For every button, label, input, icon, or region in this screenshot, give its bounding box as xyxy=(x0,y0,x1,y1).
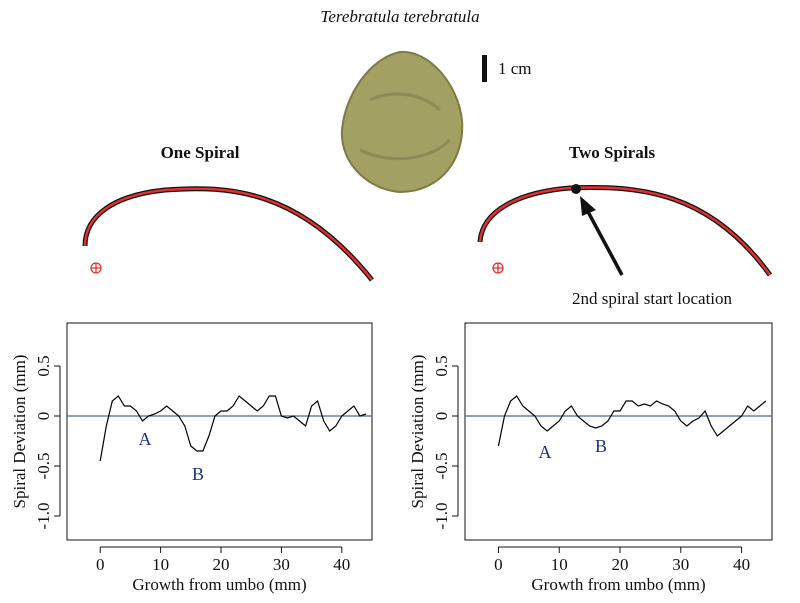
x-tick-label: 30 xyxy=(273,555,290,574)
annotation-label: B xyxy=(192,464,204,484)
spiral-left xyxy=(82,186,374,282)
scale-bar xyxy=(482,55,487,82)
y-tick-label: 0.5 xyxy=(34,355,53,376)
annotation: 2nd spiral start location xyxy=(572,289,733,308)
data-line xyxy=(99,395,367,462)
data-line xyxy=(497,395,767,447)
x-tick-label: 20 xyxy=(213,555,230,574)
y-axis-label: Spiral Deviation (mm) xyxy=(408,355,427,509)
y-tick-label: -0.5 xyxy=(34,453,53,480)
figure-title: Terebratula terebratula xyxy=(320,7,479,26)
spiral-right xyxy=(477,184,773,277)
x-tick-label: 0 xyxy=(96,555,105,574)
plot-frame xyxy=(66,322,373,541)
annotation-label: A xyxy=(139,429,152,449)
fossil xyxy=(340,50,464,194)
annotation-label: B xyxy=(595,436,607,456)
scale-label: 1 cm xyxy=(498,59,532,78)
chart-title: One Spiral xyxy=(161,143,240,162)
fossil-texture xyxy=(359,92,452,161)
x-tick-label: 40 xyxy=(333,555,350,574)
plot-frame xyxy=(464,322,773,541)
y-tick-label: -0.5 xyxy=(432,453,451,480)
y-tick-label: -1.0 xyxy=(432,503,451,530)
x-tick-label: 40 xyxy=(733,555,750,574)
y-axis-label: Spiral Deviation (mm) xyxy=(10,355,29,509)
y-tick-label: 0 xyxy=(34,412,53,421)
x-tick-label: 10 xyxy=(152,555,169,574)
x-axis-label: Growth from umbo (mm) xyxy=(531,575,705,594)
x-tick-label: 20 xyxy=(612,555,629,574)
y-tick-label: 0 xyxy=(432,412,451,421)
y-tick-label: 0.5 xyxy=(432,355,451,376)
y-tick-label: -1.0 xyxy=(34,503,53,530)
x-tick-label: 30 xyxy=(672,555,689,574)
x-axis-label: Growth from umbo (mm) xyxy=(132,575,306,594)
chart-title: Two Spirals xyxy=(569,143,656,162)
x-tick-label: 0 xyxy=(494,555,503,574)
annotation-label: A xyxy=(539,442,552,462)
x-tick-label: 10 xyxy=(551,555,568,574)
